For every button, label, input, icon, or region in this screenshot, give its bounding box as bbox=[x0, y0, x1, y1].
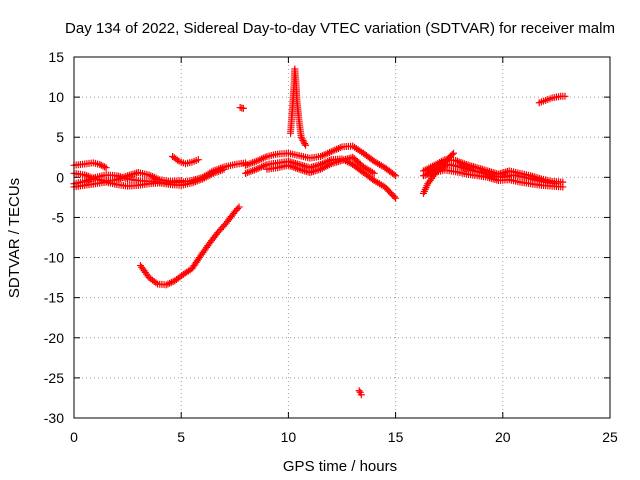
data-point bbox=[162, 281, 170, 289]
series-isolated-8 bbox=[236, 104, 247, 112]
data-point bbox=[449, 149, 457, 157]
series-late-mid bbox=[424, 160, 560, 188]
y-tick-label: 15 bbox=[48, 49, 64, 65]
data-point bbox=[102, 164, 110, 172]
y-tick-label: -20 bbox=[44, 330, 64, 346]
data-point bbox=[392, 194, 400, 202]
y-axis-label: SDTVAR / TECUs bbox=[6, 178, 23, 298]
series-mid-upper bbox=[242, 142, 400, 180]
data-point bbox=[300, 138, 308, 146]
data-point bbox=[99, 162, 107, 170]
data-point bbox=[561, 92, 569, 100]
x-tick-label: 15 bbox=[388, 429, 404, 445]
series-upper-early bbox=[70, 159, 110, 172]
series-isolated-neg bbox=[355, 387, 365, 399]
data-point bbox=[234, 205, 242, 213]
data-point bbox=[298, 135, 306, 143]
data-point bbox=[194, 156, 202, 164]
data-point bbox=[559, 183, 567, 191]
y-tick-label: 10 bbox=[48, 89, 64, 105]
x-tick-label: 0 bbox=[70, 429, 78, 445]
series-mid-inner bbox=[263, 153, 378, 177]
data-point bbox=[97, 161, 105, 169]
data-point bbox=[448, 151, 456, 159]
data-point bbox=[392, 172, 400, 180]
y-tick-label: -10 bbox=[44, 250, 64, 266]
x-tick-label: 20 bbox=[495, 429, 511, 445]
data-point bbox=[96, 160, 104, 168]
series-mid-segment bbox=[169, 152, 202, 168]
data-point bbox=[152, 279, 160, 287]
data-point bbox=[355, 387, 363, 395]
y-tick-label: -5 bbox=[52, 209, 65, 225]
series-late-high bbox=[535, 92, 569, 107]
data-point bbox=[299, 136, 307, 144]
y-tick-label: 0 bbox=[56, 169, 64, 185]
data-point bbox=[370, 169, 378, 177]
data-point bbox=[164, 280, 172, 288]
axis-ticks: 0 5 10 15 20 25 -30 -25 -20 -15 -10 -5 0 5 10 15 bbox=[44, 49, 618, 445]
series-low-arc bbox=[136, 203, 243, 289]
data-point bbox=[177, 177, 185, 185]
series-band-c bbox=[70, 169, 185, 185]
y-tick-label: -15 bbox=[44, 290, 64, 306]
data-point bbox=[166, 279, 174, 287]
data-point bbox=[390, 193, 398, 201]
y-tick-label: 5 bbox=[56, 129, 64, 145]
y-tick-label: -25 bbox=[44, 370, 64, 386]
data-point bbox=[301, 140, 309, 148]
data-point bbox=[235, 203, 243, 211]
plot-frame bbox=[73, 56, 611, 419]
x-axis-label: GPS time / hours bbox=[283, 458, 397, 475]
series-spike bbox=[287, 65, 310, 149]
data-point bbox=[302, 141, 310, 149]
data-point bbox=[297, 133, 305, 141]
data-point bbox=[173, 156, 181, 164]
data-point bbox=[357, 391, 365, 399]
data-point bbox=[220, 165, 228, 173]
x-tick-label: 25 bbox=[602, 429, 618, 445]
data-point bbox=[167, 278, 175, 286]
grid bbox=[74, 57, 610, 418]
data-point bbox=[144, 272, 152, 280]
x-tick-label: 10 bbox=[281, 429, 297, 445]
series-mid-lower bbox=[242, 155, 400, 202]
data-points bbox=[70, 65, 569, 399]
data-point bbox=[239, 104, 247, 112]
data-point bbox=[101, 163, 109, 171]
data-point bbox=[390, 171, 398, 179]
y-tick-label: -30 bbox=[44, 410, 64, 426]
chart-title: Day 134 of 2022, Sidereal Day-to-day VTE… bbox=[65, 20, 615, 37]
data-point bbox=[552, 180, 560, 188]
x-tick-label: 5 bbox=[177, 429, 185, 445]
